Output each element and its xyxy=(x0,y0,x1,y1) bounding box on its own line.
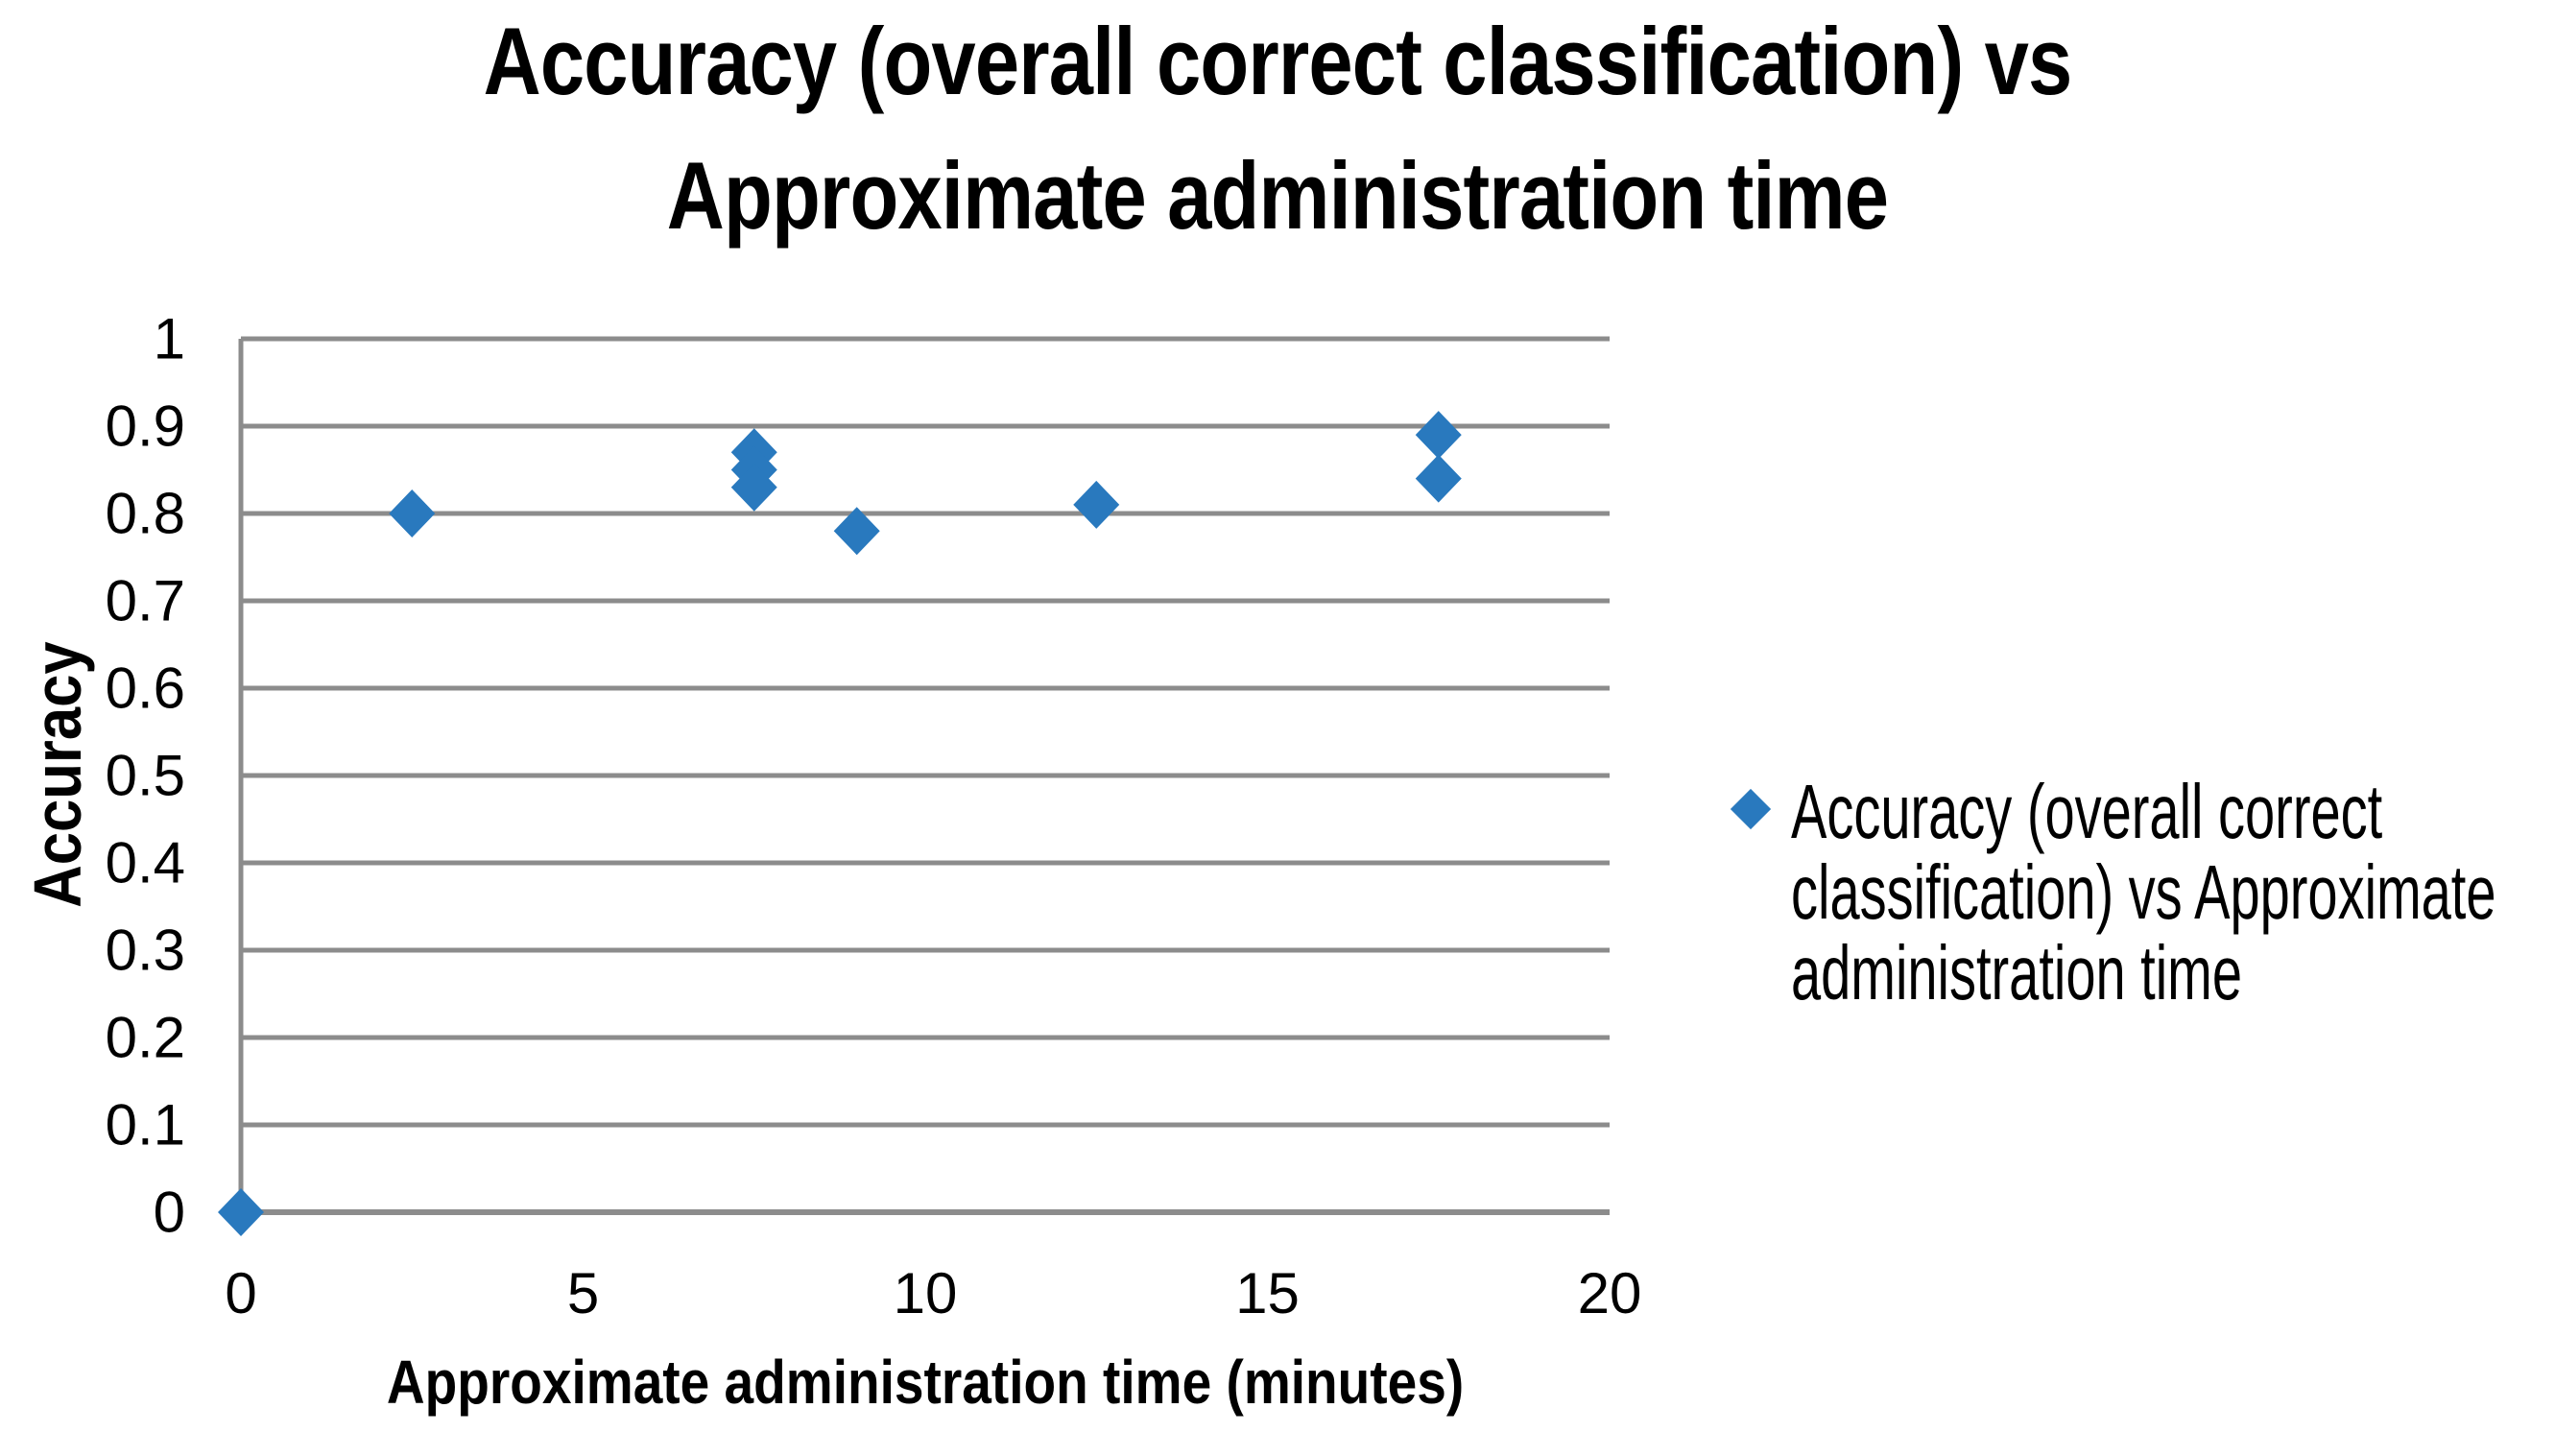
chart-title: Accuracy (overall correct classification… xyxy=(204,0,2351,263)
y-tick-label: 1 xyxy=(154,307,185,371)
y-tick-label: 0.2 xyxy=(106,1006,185,1070)
legend-label: Accuracy (overall correct classification… xyxy=(1791,772,2496,1014)
data-point-marker xyxy=(389,489,436,537)
y-tick-label: 0.6 xyxy=(106,656,185,721)
x-tick-label: 5 xyxy=(567,1261,599,1325)
x-tick-label: 15 xyxy=(1235,1261,1300,1325)
data-point-marker xyxy=(1073,480,1120,529)
data-point-marker xyxy=(833,507,880,556)
y-tick-label: 0 xyxy=(154,1181,185,1245)
data-point-marker xyxy=(730,463,777,512)
data-point-marker xyxy=(218,1188,264,1236)
y-tick-label: 0.9 xyxy=(106,394,185,459)
y-tick-label: 0.8 xyxy=(106,482,185,546)
x-tick-label: 0 xyxy=(225,1261,256,1325)
y-tick-label: 0.3 xyxy=(106,919,185,983)
chart-title-line-1: Accuracy (overall correct classification… xyxy=(483,8,2073,114)
y-axis-title: Accuracy xyxy=(20,641,95,908)
legend-diamond-icon xyxy=(1730,788,1772,830)
x-tick-label: 20 xyxy=(1578,1261,1642,1325)
chart-title-line-2: Approximate administration time xyxy=(666,142,1889,249)
y-tick-label: 0.7 xyxy=(106,569,185,633)
y-tick-label: 0.1 xyxy=(106,1093,185,1158)
legend-label-line-3: administration time xyxy=(1791,930,2242,1015)
y-tick-label: 0.5 xyxy=(106,744,185,808)
legend-label-line-1: Accuracy (overall correct xyxy=(1791,769,2383,854)
y-tick-label: 0.4 xyxy=(106,831,185,895)
data-point-marker xyxy=(1415,411,1462,460)
data-point-marker xyxy=(1415,454,1462,503)
x-axis-title: Approximate administration time (minutes… xyxy=(386,1348,1465,1417)
legend: Accuracy (overall correct classification… xyxy=(1730,772,2545,1014)
x-tick-label: 10 xyxy=(894,1261,958,1325)
legend-label-line-2: classification) vs Approximate xyxy=(1791,849,2496,935)
